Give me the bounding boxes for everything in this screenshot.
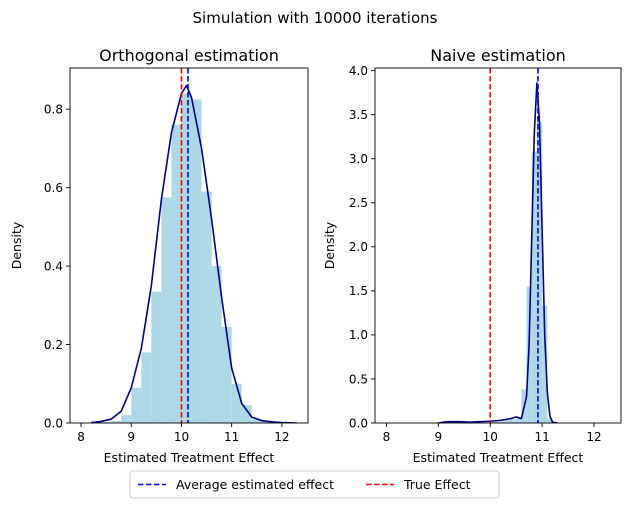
naive-plot-area xyxy=(438,68,558,423)
naive-y-axis-label: Density xyxy=(322,221,337,269)
orthogonal-x-tick-label: 8 xyxy=(77,430,85,444)
naive-y-tick-label: 1.0 xyxy=(349,328,368,342)
naive-hist-bar xyxy=(542,305,548,423)
naive-x-tick-label: 8 xyxy=(383,430,391,444)
naive-x-tick-label: 12 xyxy=(586,430,601,444)
orthogonal-hist-bar xyxy=(221,326,232,423)
orthogonal-x-tick-label: 10 xyxy=(174,430,189,444)
orthogonal-hist-bar xyxy=(111,421,122,423)
orthogonal-y-tick-label: 0.2 xyxy=(44,338,63,352)
figure-suptitle: Simulation with 10000 iterations xyxy=(193,9,438,27)
naive-x-axis-label: Estimated Treatment Effect xyxy=(413,450,584,465)
naive-axes-frame xyxy=(374,67,622,424)
naive-x-tick-label: 11 xyxy=(534,430,549,444)
orthogonal-hist-bar xyxy=(251,419,262,423)
orthogonal-x-tick-label: 12 xyxy=(274,430,289,444)
naive-x-tick-label: 9 xyxy=(434,430,442,444)
naive-y-tick-label: 3.5 xyxy=(349,108,368,122)
naive-hist-bar xyxy=(500,421,506,423)
legend-average-label: Average estimated effect xyxy=(176,477,334,492)
orthogonal-title: Orthogonal estimation xyxy=(99,46,279,65)
legend-frame xyxy=(129,470,500,499)
orthogonal-estimation-panel: 8 9 10 11 12 0.0 0.2 0.4 0.6 0.8 Orthogonal estima… xyxy=(9,46,309,465)
orthogonal-x-tick-label: 9 xyxy=(127,430,135,444)
naive-y-tick-label: 0.5 xyxy=(349,372,368,386)
orthogonal-hist-bar xyxy=(151,291,162,423)
orthogonal-x-axis-label: Estimated Treatment Effect xyxy=(104,450,275,465)
orthogonal-axes-frame xyxy=(69,67,309,424)
orthogonal-kde-line xyxy=(90,84,297,423)
naive-x-tick-label: 10 xyxy=(483,430,498,444)
naive-kde-line xyxy=(438,82,558,423)
orthogonal-hist-bar xyxy=(131,387,142,423)
orthogonal-y-tick-label: 0.6 xyxy=(44,181,63,195)
orthogonal-y-tick-label: 0.8 xyxy=(44,102,63,116)
orthogonal-hist-bar xyxy=(171,124,182,423)
naive-estimation-panel: 8 9 10 11 12 0.0 0.5 1.0 1.5 2.0 2.5 3.0 3.5 4.0 Naive… xyxy=(322,46,622,465)
orthogonal-hist-bar xyxy=(241,405,252,423)
orthogonal-hist-bar xyxy=(231,383,242,423)
orthogonal-hist-bar xyxy=(121,415,132,423)
orthogonal-hist-bar xyxy=(201,191,212,423)
orthogonal-hist-bar xyxy=(211,266,222,423)
naive-hist-bar xyxy=(510,419,517,423)
naive-hist-bar xyxy=(547,418,553,423)
orthogonal-plot-area xyxy=(90,68,297,423)
naive-y-tick-label: 0.0 xyxy=(349,416,368,430)
legend-true-label: True Effect xyxy=(403,477,471,492)
naive-y-tick-label: 1.5 xyxy=(349,284,368,298)
naive-y-tick-label: 3.0 xyxy=(349,152,368,166)
orthogonal-y-tick-label: 0.4 xyxy=(44,259,63,273)
legend: Average estimated effect True Effect xyxy=(129,470,500,499)
naive-hist-bar xyxy=(536,121,543,423)
naive-hist-bar xyxy=(505,420,511,423)
naive-y-tick-label: 2.5 xyxy=(349,196,368,210)
naive-y-tick-label: 2.0 xyxy=(349,240,368,254)
orthogonal-y-axis-label: Density xyxy=(9,221,24,269)
orthogonal-y-tick-label: 0.0 xyxy=(44,416,63,430)
naive-y-tick-label: 4.0 xyxy=(349,64,368,78)
orthogonal-hist-bar xyxy=(191,99,202,423)
orthogonal-hist-bar xyxy=(181,93,192,423)
orthogonal-x-tick-label: 11 xyxy=(224,430,239,444)
naive-hist-bar xyxy=(516,416,522,423)
orthogonal-hist-bar xyxy=(161,197,172,423)
naive-hist-bar xyxy=(531,151,537,423)
orthogonal-hist-bar xyxy=(261,421,272,423)
orthogonal-hist-bar xyxy=(141,352,152,423)
naive-title: Naive estimation xyxy=(430,46,566,65)
